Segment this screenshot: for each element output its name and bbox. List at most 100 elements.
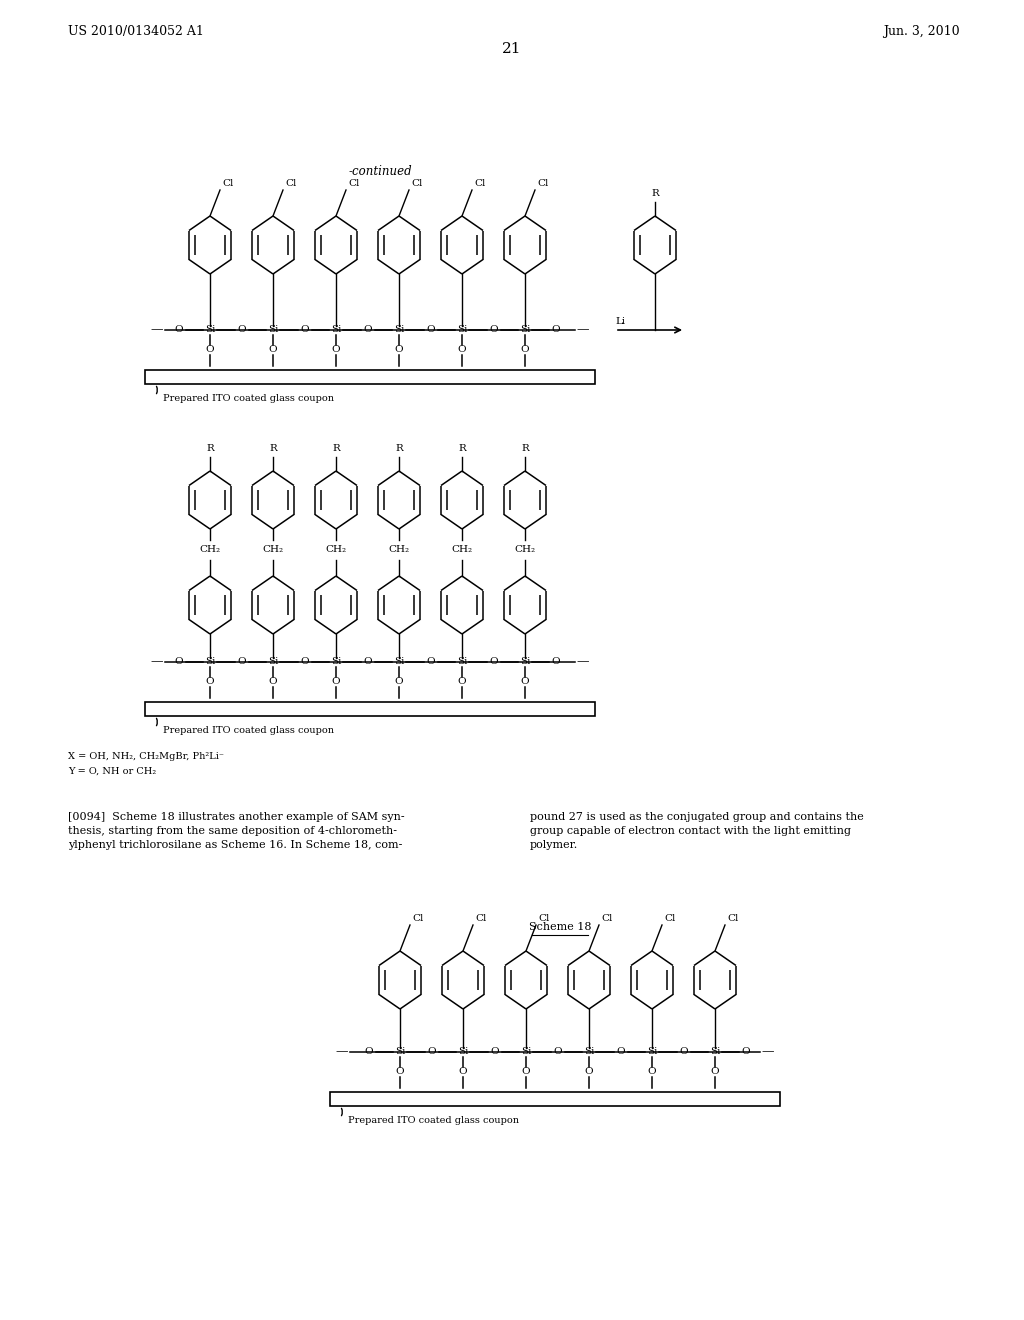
Text: Si: Si <box>520 326 530 334</box>
Text: CH₂: CH₂ <box>200 545 220 554</box>
Text: O: O <box>521 1068 530 1077</box>
Text: Cl: Cl <box>222 180 233 187</box>
Text: O: O <box>300 657 309 667</box>
Text: O: O <box>300 326 309 334</box>
Bar <box>145 702 595 715</box>
Text: O: O <box>552 657 560 667</box>
Text: O: O <box>268 677 278 686</box>
Text: Cl: Cl <box>411 180 422 187</box>
Text: R: R <box>332 444 340 453</box>
Text: Cl: Cl <box>348 180 359 187</box>
Text: Scheme 18: Scheme 18 <box>528 921 591 932</box>
Text: Cl: Cl <box>664 913 676 923</box>
Text: group capable of electron contact with the light emitting: group capable of electron contact with t… <box>530 826 851 836</box>
Text: —: — <box>151 323 163 337</box>
Text: Si: Si <box>647 1048 657 1056</box>
Text: O: O <box>238 657 246 667</box>
Text: O: O <box>332 677 340 686</box>
Text: O: O <box>489 657 498 667</box>
Text: CH₂: CH₂ <box>452 545 472 554</box>
Text: Si: Si <box>268 657 279 667</box>
Text: O: O <box>489 326 498 334</box>
Text: X = OH, NH₂, CH₂MgBr, Ph²Li⁻: X = OH, NH₂, CH₂MgBr, Ph²Li⁻ <box>68 752 224 762</box>
Text: Y = O, NH or CH₂: Y = O, NH or CH₂ <box>68 767 156 776</box>
Text: Si: Si <box>457 326 467 334</box>
Text: Prepared ITO coated glass coupon: Prepared ITO coated glass coupon <box>163 393 334 403</box>
Text: O: O <box>552 326 560 334</box>
Text: R: R <box>458 444 466 453</box>
Text: Si: Si <box>394 657 404 667</box>
Text: O: O <box>427 1048 436 1056</box>
Text: R: R <box>395 444 402 453</box>
Text: Cl: Cl <box>537 180 549 187</box>
Text: O: O <box>458 346 466 355</box>
Text: Si: Si <box>268 326 279 334</box>
Text: Si: Si <box>458 1048 468 1056</box>
Text: CH₂: CH₂ <box>514 545 536 554</box>
Text: Si: Si <box>395 1048 406 1056</box>
Text: —: — <box>577 656 589 668</box>
Text: ylphenyl trichlorosilane as Scheme 16. In Scheme 18, com-: ylphenyl trichlorosilane as Scheme 16. I… <box>68 840 402 850</box>
Text: Si: Si <box>331 326 341 334</box>
Text: O: O <box>520 677 529 686</box>
Text: —: — <box>762 1045 774 1059</box>
Text: CH₂: CH₂ <box>326 545 346 554</box>
Text: O: O <box>679 1048 688 1056</box>
Text: O: O <box>394 677 403 686</box>
Bar <box>330 1092 780 1106</box>
Text: Si: Si <box>394 326 404 334</box>
Bar <box>145 370 595 384</box>
Text: Cl: Cl <box>475 913 486 923</box>
Text: O: O <box>426 326 435 334</box>
Text: Cl: Cl <box>412 913 423 923</box>
Text: O: O <box>711 1068 719 1077</box>
Text: R: R <box>206 444 214 453</box>
Text: CH₂: CH₂ <box>388 545 410 554</box>
Text: Cl: Cl <box>601 913 612 923</box>
Text: O: O <box>520 346 529 355</box>
Text: Cl: Cl <box>474 180 485 187</box>
Text: O: O <box>458 677 466 686</box>
Text: O: O <box>395 1068 404 1077</box>
Text: Jun. 3, 2010: Jun. 3, 2010 <box>884 25 961 38</box>
Text: —: — <box>336 1045 348 1059</box>
Text: O: O <box>490 1048 499 1056</box>
Text: R: R <box>521 444 528 453</box>
Text: Si: Si <box>205 326 215 334</box>
Text: 21: 21 <box>502 42 522 55</box>
Text: CH₂: CH₂ <box>262 545 284 554</box>
Text: pound 27 is used as the conjugated group and contains the: pound 27 is used as the conjugated group… <box>530 812 864 822</box>
Text: Si: Si <box>521 1048 531 1056</box>
Text: Li: Li <box>615 318 625 326</box>
Text: O: O <box>206 677 214 686</box>
Text: Si: Si <box>710 1048 720 1056</box>
Text: Si: Si <box>457 657 467 667</box>
Text: O: O <box>175 657 183 667</box>
Text: Prepared ITO coated glass coupon: Prepared ITO coated glass coupon <box>348 1115 519 1125</box>
Text: Cl: Cl <box>727 913 738 923</box>
Text: [0094]  Scheme 18 illustrates another example of SAM syn-: [0094] Scheme 18 illustrates another exa… <box>68 812 404 822</box>
Text: Si: Si <box>520 657 530 667</box>
Text: O: O <box>394 346 403 355</box>
Text: US 2010/0134052 A1: US 2010/0134052 A1 <box>68 25 204 38</box>
Text: O: O <box>238 326 246 334</box>
Text: R: R <box>651 189 658 198</box>
Text: Si: Si <box>584 1048 594 1056</box>
Text: —: — <box>151 656 163 668</box>
Text: Cl: Cl <box>285 180 296 187</box>
Text: O: O <box>364 326 372 334</box>
Text: Prepared ITO coated glass coupon: Prepared ITO coated glass coupon <box>163 726 334 735</box>
Text: O: O <box>648 1068 656 1077</box>
Text: R: R <box>269 444 276 453</box>
Text: Cl: Cl <box>538 913 549 923</box>
Text: O: O <box>332 346 340 355</box>
Text: O: O <box>364 657 372 667</box>
Text: O: O <box>741 1048 751 1056</box>
Text: polymer.: polymer. <box>530 840 579 850</box>
Text: O: O <box>585 1068 593 1077</box>
Text: O: O <box>553 1048 562 1056</box>
Text: thesis, starting from the same deposition of 4-chlorometh-: thesis, starting from the same depositio… <box>68 826 397 836</box>
Text: Si: Si <box>331 657 341 667</box>
Text: O: O <box>616 1048 625 1056</box>
Text: —: — <box>577 323 589 337</box>
